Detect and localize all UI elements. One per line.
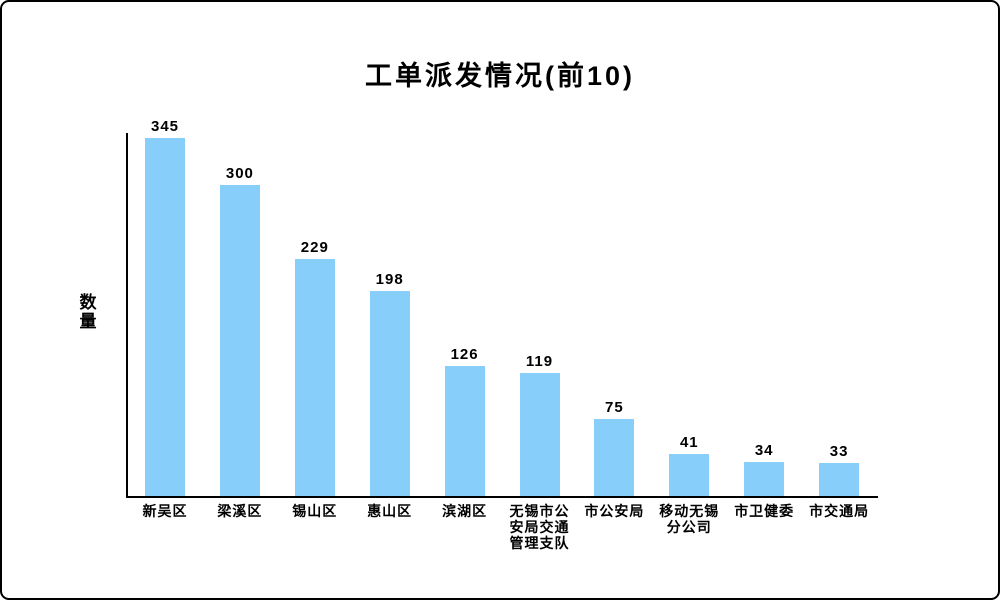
bar-value-label: 33 — [829, 443, 849, 460]
bar — [669, 454, 710, 497]
bar — [744, 462, 785, 497]
bar — [594, 419, 635, 497]
bar — [444, 366, 485, 497]
bar — [145, 138, 185, 497]
bar-value-label: 229 — [300, 239, 329, 256]
bar — [369, 291, 410, 497]
bar-value-label: 34 — [754, 442, 774, 459]
x-tick-label: 锡山区 — [292, 503, 338, 519]
chart-title: 工单派发情况(前10) — [364, 61, 635, 91]
bar — [819, 463, 860, 497]
y-axis-line — [126, 133, 128, 498]
x-axis-tick-labels: 新吴区 梁溪区 锡山区 惠山区 滨湖区 无锡市公安局交通管理支队 市公安局 移动无锡分公司 市卫… — [126, 503, 878, 563]
bar — [519, 373, 560, 497]
x-tick-label: 滨湖区 — [442, 503, 488, 519]
x-tick-label: 惠山区 — [367, 503, 413, 519]
y-axis-label: 数量 — [79, 293, 97, 331]
bar — [294, 259, 335, 497]
bar-value-label: 119 — [525, 353, 554, 370]
x-tick-label: 移动无锡分公司 — [659, 503, 720, 535]
bar-value-label: 345 — [150, 118, 180, 135]
x-tick-label: 市卫健委 — [734, 503, 795, 519]
bar-value-label: 41 — [679, 434, 699, 451]
bar-value-label: 126 — [450, 346, 479, 363]
x-axis-line — [126, 496, 878, 498]
x-tick-label: 新吴区 — [142, 503, 188, 519]
plot-area: 345 300 229 198 126 119 75 41 34 33 — [126, 118, 878, 498]
bar-value-label: 300 — [225, 165, 254, 182]
x-tick-label: 梁溪区 — [217, 503, 263, 519]
x-tick-label: 市公安局 — [584, 503, 645, 519]
bar-value-label: 198 — [375, 271, 404, 288]
x-tick-label: 市交通局 — [809, 503, 870, 519]
bar — [219, 185, 260, 497]
bar-value-label: 75 — [605, 399, 624, 416]
x-tick-label: 无锡市公安局交通管理支队 — [509, 503, 570, 551]
